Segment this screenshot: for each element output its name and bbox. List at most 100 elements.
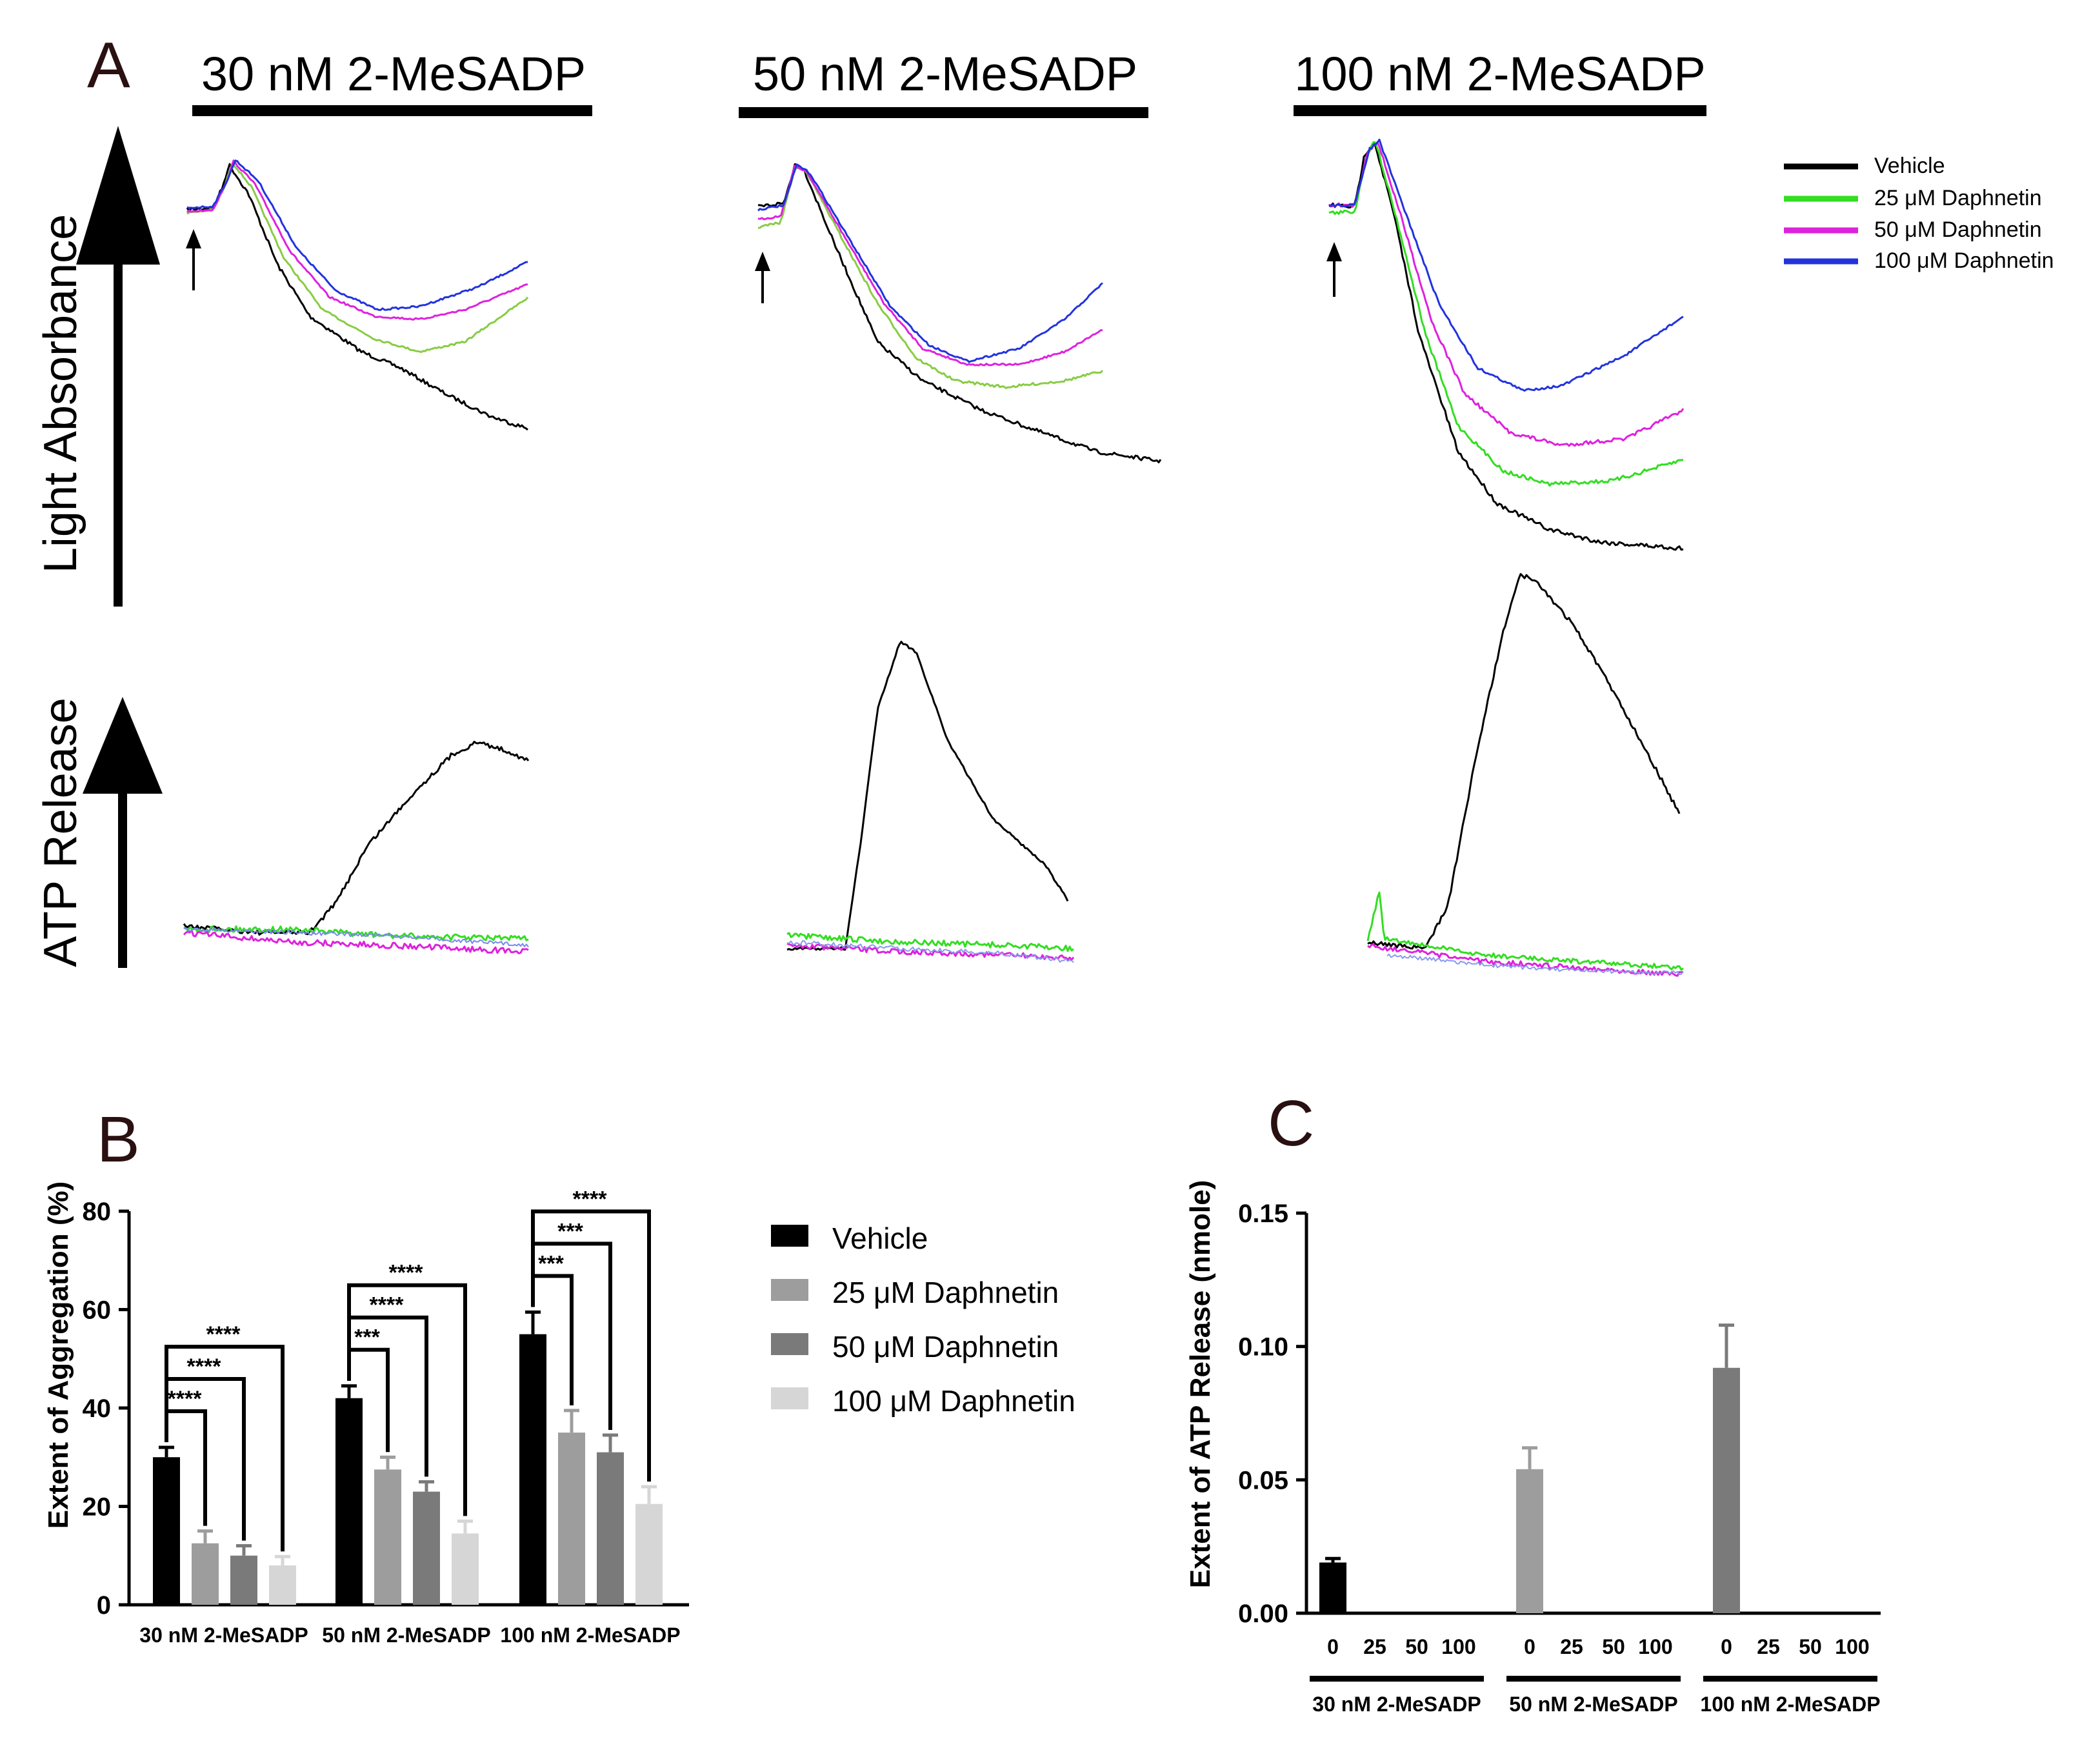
chart-b-bar [635, 1504, 663, 1605]
trace-vehicle-100 [1328, 141, 1684, 551]
agonist-arrow-30 [186, 229, 201, 290]
chart-b-significance-label: *** [557, 1219, 583, 1243]
legend-label-daph50: 50 μM Daphnetin [1874, 217, 2042, 242]
chart-c-group-label: 50 nM 2-MeSADP [1509, 1693, 1677, 1716]
chart-b-bar [192, 1543, 219, 1605]
up-arrow-icon [76, 126, 160, 265]
chart-c-sub-label: 100 [1441, 1635, 1475, 1658]
chart-c-sub-label: 25 [1560, 1635, 1583, 1658]
panel-letter-b: B [97, 1103, 140, 1176]
chart-b-y-tick-label: 80 [83, 1198, 112, 1226]
light-absorbance-axis-arrow [76, 126, 160, 607]
panel-letter-c: C [1268, 1087, 1314, 1160]
chart-c-sub-label: 50 [1602, 1635, 1625, 1658]
chart-b-bar [269, 1565, 296, 1605]
chart-b-y-tick-label: 40 [83, 1394, 112, 1423]
chart-b-y-tick-label: 20 [83, 1493, 112, 1522]
chart-c-y-tick-label: 0.10 [1238, 1333, 1288, 1362]
atp-release-bar-chart: Extent of ATP Release (nmole) 0.00 0.05 0.… [1185, 1180, 1881, 1716]
chart-c-sub-label: 50 [1799, 1635, 1822, 1658]
condition-title-50: 50 nM 2-MeSADP [753, 47, 1137, 101]
ylabel-atp-release: ATP Release [35, 698, 86, 967]
chart-b-category-label: 30 nM 2-MeSADP [139, 1624, 308, 1647]
legend-swatch-daph25 [771, 1279, 808, 1301]
small-up-arrow-icon [186, 229, 201, 248]
trace-daph50-30 [186, 159, 528, 321]
chart-c-group-bar [1703, 1676, 1877, 1682]
chart-c-sub-label: 0 [1524, 1635, 1535, 1658]
chart-b-bar [413, 1491, 440, 1605]
chart-c-y-tick-label: 0.15 [1238, 1200, 1288, 1228]
chart-b-y-tick-label: 60 [83, 1296, 112, 1325]
trace-daph100-100 [1328, 138, 1684, 392]
agonist-bar-30 [192, 105, 592, 116]
chart-c-group-bar [1310, 1676, 1484, 1682]
atp-vehicle-100 [1367, 573, 1681, 950]
chart-b-bar [452, 1533, 479, 1605]
chart-c-sub-label: 100 [1835, 1635, 1869, 1658]
chart-b-category-label: 50 nM 2-MeSADP [322, 1624, 490, 1647]
aggregation-bar-chart: Extent of Aggregation (%) 0 20 40 60 80 30 nM… [43, 1182, 689, 1647]
legend-label-vehicle: Vehicle [1874, 154, 1945, 178]
chart-b-bar [153, 1457, 180, 1605]
chart-b-significance-label: **** [187, 1354, 222, 1379]
chart-b-legend: Vehicle 25 μM Daphnetin 50 μM Daphnetin … [771, 1222, 1075, 1418]
chart-b-bar [558, 1433, 585, 1605]
atp-daph50-30 [183, 929, 529, 954]
atp-release-axis-arrow [83, 697, 163, 968]
aggregation-traces [186, 138, 1685, 551]
chart-b-bar [519, 1334, 546, 1605]
chart-c-sub-label: 25 [1363, 1635, 1386, 1658]
atp-daph100-30 [183, 927, 529, 948]
chart-c-bar [1713, 1367, 1740, 1613]
up-arrow-icon [83, 697, 163, 794]
chart-b-significance-label: **** [206, 1322, 241, 1347]
chart-c-sub-label: 0 [1327, 1635, 1339, 1658]
legend-swatch-daph100 [771, 1387, 808, 1409]
trace-daph100-30 [186, 159, 528, 311]
trace-daph100-50 [757, 163, 1103, 363]
legend-label-daph25: 25 μM Daphnetin [832, 1276, 1059, 1309]
chart-c-sub-label: 25 [1757, 1635, 1780, 1658]
atp-daph25-50 [786, 932, 1074, 952]
panel-letter-a: A [87, 29, 130, 101]
chart-c-sub-label: 0 [1721, 1635, 1732, 1658]
chart-c-bar [1516, 1469, 1543, 1613]
atp-daph100-100 [1386, 953, 1684, 976]
chart-c-group-label: 100 nM 2-MeSADP [1700, 1693, 1880, 1716]
condition-title-100: 100 nM 2-MeSADP [1294, 47, 1706, 101]
chart-c-group-bar [1506, 1676, 1681, 1682]
small-up-arrow-icon [1326, 242, 1342, 261]
chart-c-group-label: 30 nM 2-MeSADP [1312, 1693, 1481, 1716]
trace-daph25-100 [1328, 141, 1684, 487]
chart-c-sub-label: 50 [1405, 1635, 1428, 1658]
legend-swatch-daph50 [771, 1333, 808, 1355]
atp-vehicle-30 [183, 740, 530, 936]
chart-b-significance-bracket [165, 1345, 285, 1552]
chart-b-significance-bracket [347, 1283, 467, 1516]
chart-b-bar [335, 1398, 363, 1605]
ylabel-light-absorbance: Light Absorbance [35, 214, 86, 573]
trace-daph25-30 [186, 164, 529, 353]
trace-vehicle-50 [757, 163, 1162, 463]
small-up-arrow-icon [755, 252, 770, 271]
atp-daph25-100 [1366, 891, 1684, 971]
chart-b-bar [230, 1555, 257, 1605]
chart-b-significance-label: **** [389, 1261, 424, 1285]
atp-daph50-100 [1367, 943, 1684, 977]
trace-daph50-100 [1328, 141, 1685, 447]
chart-b-significance-label: **** [370, 1293, 405, 1318]
chart-b-significance-label: **** [168, 1387, 203, 1411]
atp-daph100-50 [786, 940, 1074, 963]
chart-c-ylabel: Extent of ATP Release (nmole) [1185, 1180, 1216, 1588]
panel-a-legend: Vehicle 25 μM Daphnetin 50 μM Daphnetin … [1784, 154, 2054, 273]
agonist-arrow-100 [1326, 242, 1342, 297]
legend-label-vehicle: Vehicle [832, 1222, 928, 1255]
trace-vehicle-30 [186, 163, 528, 431]
chart-b-significance-label: *** [538, 1251, 564, 1276]
chart-b-bar [597, 1452, 624, 1605]
chart-b-y-tick-label: 0 [97, 1591, 111, 1620]
chart-b-significance-label: **** [573, 1187, 608, 1211]
chart-b-significance-bracket [531, 1209, 651, 1482]
